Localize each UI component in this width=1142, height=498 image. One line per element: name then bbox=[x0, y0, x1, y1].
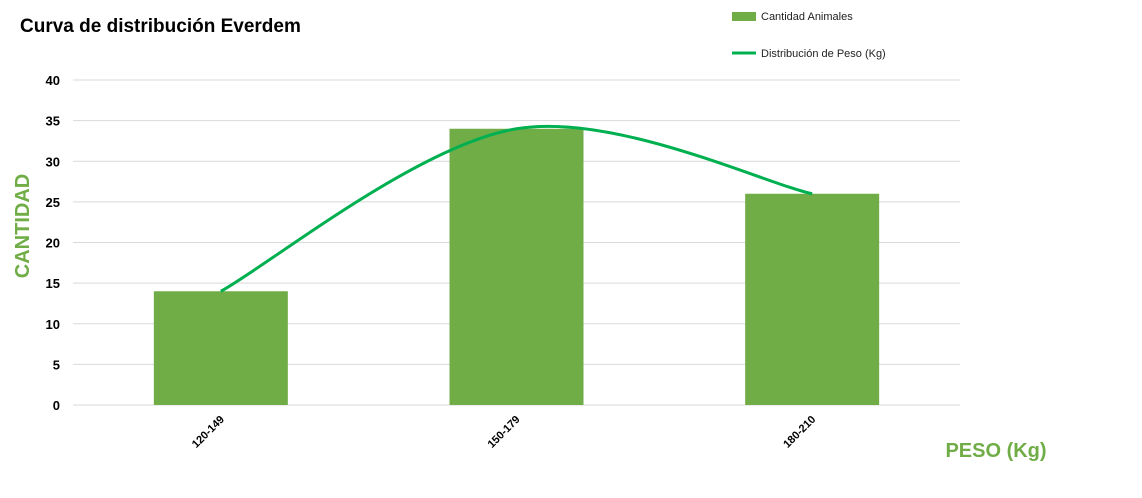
x-tick-label: 180-210 bbox=[781, 414, 818, 451]
y-axis-label: CANTIDAD bbox=[12, 174, 34, 278]
y-tick-labels: 0 5 10 15 20 25 30 35 40 bbox=[46, 73, 60, 413]
chart-title: Curva de distribución Everdem bbox=[20, 16, 301, 37]
legend-label-bar: Cantidad Animales bbox=[761, 11, 853, 23]
bar-150-179 bbox=[449, 128, 584, 405]
distribution-curve bbox=[220, 124, 813, 293]
legend-swatch-bar bbox=[732, 12, 756, 21]
legend-label-line: Distribución de Peso (Kg) bbox=[761, 48, 886, 60]
x-tick-label: 150-179 bbox=[486, 414, 523, 451]
x-tick-label: 120-149 bbox=[190, 414, 227, 451]
y-tick-label: 20 bbox=[46, 236, 60, 251]
y-tick-label: 25 bbox=[46, 195, 60, 210]
bars bbox=[153, 128, 880, 405]
legend: Cantidad Animales Distribución de Peso (… bbox=[732, 11, 886, 60]
x-tick-labels: 120-149 150-179 180-210 bbox=[190, 414, 818, 451]
y-tick-label: 5 bbox=[53, 357, 60, 372]
bar-180-210 bbox=[745, 193, 880, 405]
x-axis-label: PESO (Kg) bbox=[945, 440, 1046, 462]
y-tick-label: 40 bbox=[46, 73, 60, 88]
y-tick-label: 30 bbox=[46, 154, 60, 169]
y-tick-label: 10 bbox=[46, 317, 60, 332]
y-tick-label: 0 bbox=[53, 398, 60, 413]
y-tick-label: 35 bbox=[46, 114, 60, 129]
bar-120-149 bbox=[153, 291, 288, 405]
y-tick-label: 15 bbox=[46, 276, 60, 291]
